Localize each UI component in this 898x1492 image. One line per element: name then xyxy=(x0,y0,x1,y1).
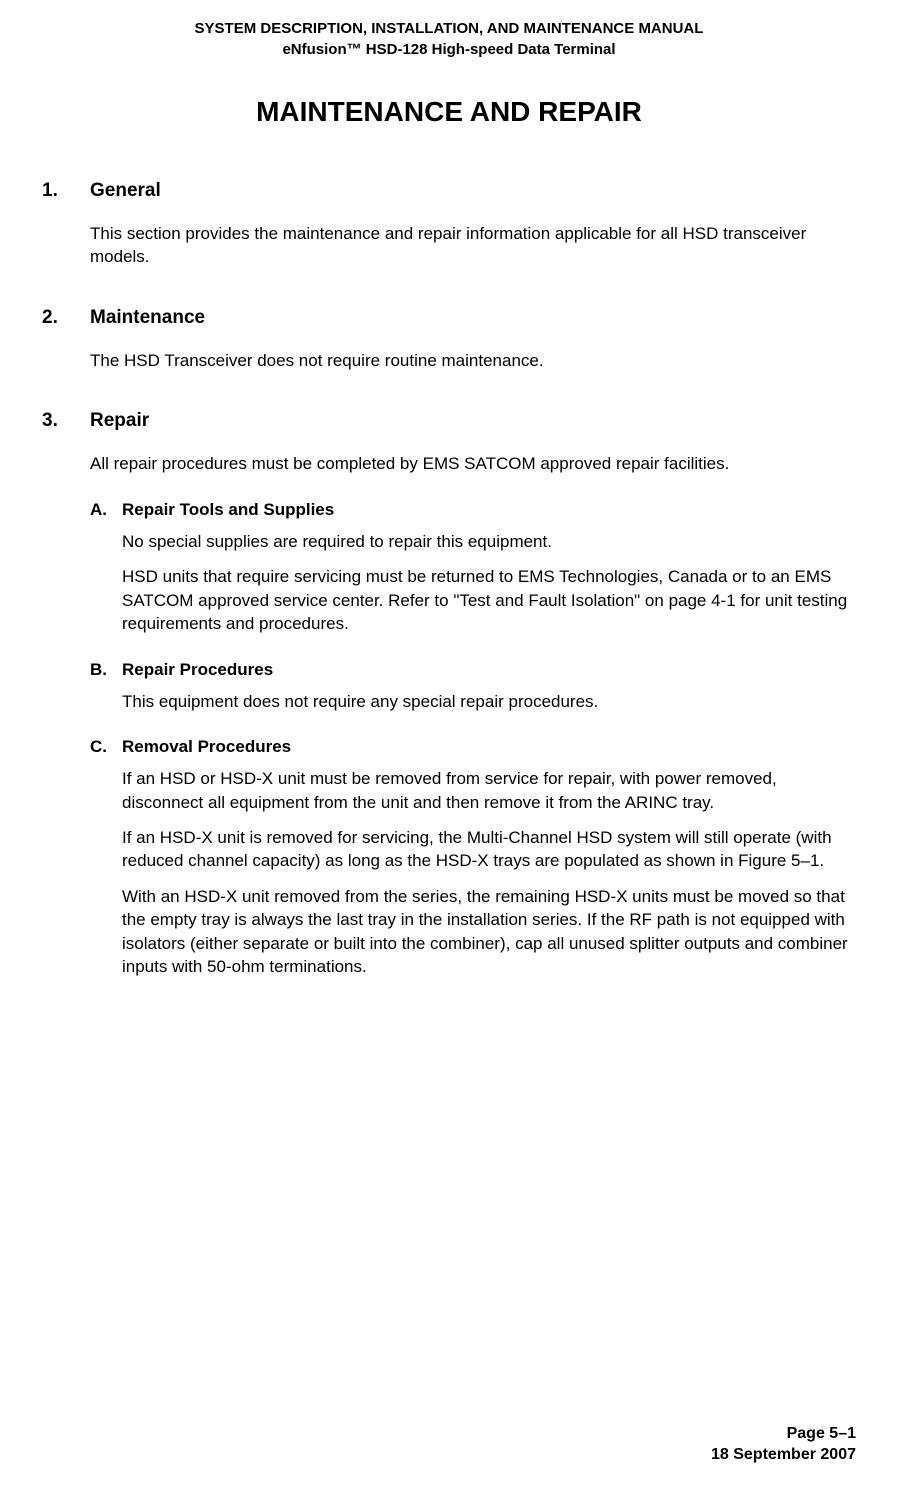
section-heading: 1. General xyxy=(42,180,856,202)
paragraph: This equipment does not require any spec… xyxy=(122,690,856,713)
subsection-repair-procedures: B. Repair Procedures This equipment does… xyxy=(90,660,856,713)
subsection-letter: A. xyxy=(90,500,122,520)
subsection-heading: B. Repair Procedures xyxy=(90,660,856,680)
subsection-title: Repair Procedures xyxy=(122,660,856,680)
subsection-title: Removal Procedures xyxy=(122,737,856,757)
section-heading: 3. Repair xyxy=(42,410,856,432)
section-body: All repair procedures must be completed … xyxy=(90,452,856,475)
main-title: MAINTENANCE AND REPAIR xyxy=(42,96,856,128)
section-title: General xyxy=(90,180,856,202)
subsection-heading: A. Repair Tools and Supplies xyxy=(90,500,856,520)
subsection-body: If an HSD or HSD-X unit must be removed … xyxy=(122,767,856,979)
paragraph: No special supplies are required to repa… xyxy=(122,530,856,553)
section-number: 3. xyxy=(42,410,90,432)
page-date: 18 September 2007 xyxy=(711,1444,856,1466)
section-title: Maintenance xyxy=(90,307,856,329)
section-number: 1. xyxy=(42,180,90,202)
section-heading: 2. Maintenance xyxy=(42,307,856,329)
section-body: The HSD Transceiver does not require rou… xyxy=(90,349,856,372)
subsection-title: Repair Tools and Supplies xyxy=(122,500,856,520)
paragraph: All repair procedures must be completed … xyxy=(90,452,856,475)
subsection-body: This equipment does not require any spec… xyxy=(122,690,856,713)
paragraph: This section provides the maintenance an… xyxy=(90,222,856,269)
subsection-removal-procedures: C. Removal Procedures If an HSD or HSD-X… xyxy=(90,737,856,979)
page-footer: Page 5–1 18 September 2007 xyxy=(711,1423,856,1466)
paragraph: If an HSD or HSD-X unit must be removed … xyxy=(122,767,856,814)
section-title: Repair xyxy=(90,410,856,432)
section-body: This section provides the maintenance an… xyxy=(90,222,856,269)
subsection-body: No special supplies are required to repa… xyxy=(122,530,856,636)
page-number: Page 5–1 xyxy=(711,1423,856,1445)
paragraph: With an HSD-X unit removed from the seri… xyxy=(122,885,856,979)
section-maintenance: 2. Maintenance The HSD Transceiver does … xyxy=(42,307,856,372)
subsection-letter: C. xyxy=(90,737,122,757)
section-number: 2. xyxy=(42,307,90,329)
header-line-2: eNfusion™ HSD-128 High-speed Data Termin… xyxy=(42,39,856,60)
subsection-repair-tools: A. Repair Tools and Supplies No special … xyxy=(90,500,856,636)
subsection-letter: B. xyxy=(90,660,122,680)
document-header: SYSTEM DESCRIPTION, INSTALLATION, AND MA… xyxy=(42,18,856,60)
section-repair: 3. Repair All repair procedures must be … xyxy=(42,410,856,978)
subsection-heading: C. Removal Procedures xyxy=(90,737,856,757)
paragraph: If an HSD-X unit is removed for servicin… xyxy=(122,826,856,873)
paragraph: The HSD Transceiver does not require rou… xyxy=(90,349,856,372)
paragraph: HSD units that require servicing must be… xyxy=(122,565,856,635)
header-line-1: SYSTEM DESCRIPTION, INSTALLATION, AND MA… xyxy=(42,18,856,39)
section-general: 1. General This section provides the mai… xyxy=(42,180,856,269)
